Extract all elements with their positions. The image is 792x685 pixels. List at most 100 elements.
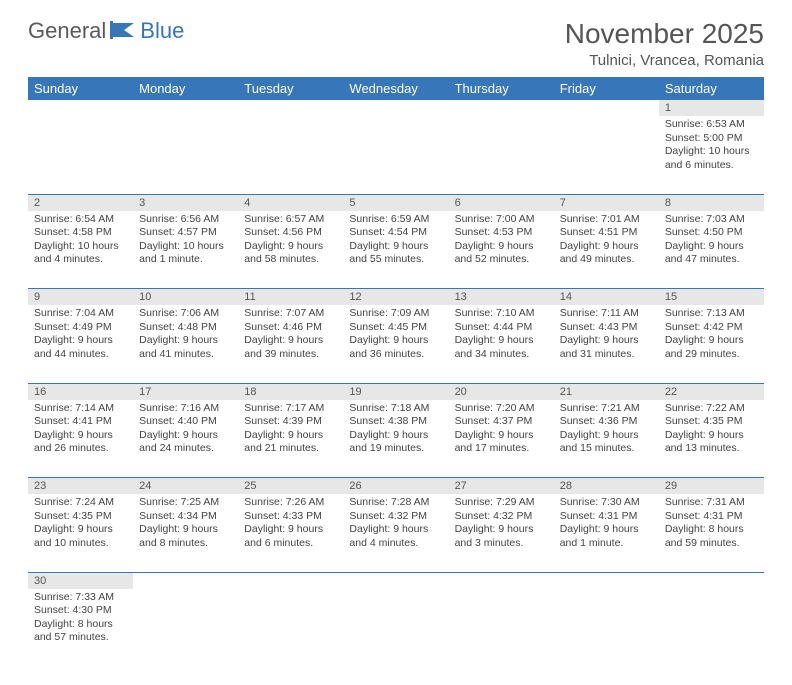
day-number: 7 <box>554 195 659 211</box>
day-line: Sunrise: 7:00 AM <box>455 213 548 227</box>
day-line: Sunrise: 7:07 AM <box>244 307 337 321</box>
day-line: Daylight: 9 hours <box>455 334 548 348</box>
daynum-cell: 28 <box>554 478 659 495</box>
day-line: Sunrise: 7:16 AM <box>139 402 232 416</box>
day-line: Sunset: 4:41 PM <box>34 415 127 429</box>
day-line: and 59 minutes. <box>665 537 758 551</box>
day-cell: Sunrise: 7:10 AMSunset: 4:44 PMDaylight:… <box>449 305 554 383</box>
day-line: Sunrise: 7:03 AM <box>665 213 758 227</box>
day-line: Daylight: 9 hours <box>139 334 232 348</box>
day-cell: Sunrise: 7:11 AMSunset: 4:43 PMDaylight:… <box>554 305 659 383</box>
day-line: and 4 minutes. <box>34 253 127 267</box>
day-line: Sunset: 4:33 PM <box>244 510 337 524</box>
day-number: 4 <box>238 195 343 211</box>
day-line: Sunset: 4:53 PM <box>455 226 548 240</box>
daynum-cell: 22 <box>659 383 764 400</box>
daynum-cell: 18 <box>238 383 343 400</box>
day-number: 2 <box>28 195 133 211</box>
day-info: Sunrise: 7:28 AMSunset: 4:32 PMDaylight:… <box>343 494 448 555</box>
day-cell <box>343 116 448 194</box>
day-line: and 17 minutes. <box>455 442 548 456</box>
day-line: and 10 minutes. <box>34 537 127 551</box>
day-number: 29 <box>659 478 764 494</box>
daynum-cell: 26 <box>343 478 448 495</box>
day-line: Sunrise: 7:10 AM <box>455 307 548 321</box>
day-cell: Sunrise: 6:59 AMSunset: 4:54 PMDaylight:… <box>343 211 448 289</box>
day-line: Sunset: 4:35 PM <box>665 415 758 429</box>
daynum-cell <box>343 572 448 589</box>
day-line: Sunset: 4:31 PM <box>560 510 653 524</box>
day-line: Daylight: 9 hours <box>455 429 548 443</box>
daynum-cell <box>133 100 238 116</box>
day-line: Sunrise: 7:09 AM <box>349 307 442 321</box>
day-header: Thursday <box>449 77 554 100</box>
daynum-row: 9101112131415 <box>28 289 764 306</box>
day-number: 19 <box>343 384 448 400</box>
day-line: Sunrise: 7:11 AM <box>560 307 653 321</box>
brand-logo: General Blue <box>28 18 184 44</box>
day-line: Sunset: 4:46 PM <box>244 321 337 335</box>
day-cell: Sunrise: 7:18 AMSunset: 4:38 PMDaylight:… <box>343 400 448 478</box>
daynum-cell: 14 <box>554 289 659 306</box>
day-number: 27 <box>449 478 554 494</box>
day-info: Sunrise: 7:07 AMSunset: 4:46 PMDaylight:… <box>238 305 343 366</box>
day-line: Sunset: 4:40 PM <box>139 415 232 429</box>
day-line: and 24 minutes. <box>139 442 232 456</box>
day-line: Daylight: 9 hours <box>34 429 127 443</box>
day-line: Sunset: 4:51 PM <box>560 226 653 240</box>
daynum-cell: 23 <box>28 478 133 495</box>
day-info: Sunrise: 6:59 AMSunset: 4:54 PMDaylight:… <box>343 211 448 272</box>
day-line: Daylight: 9 hours <box>455 523 548 537</box>
day-line: and 21 minutes. <box>244 442 337 456</box>
day-cell: Sunrise: 7:00 AMSunset: 4:53 PMDaylight:… <box>449 211 554 289</box>
day-line: Daylight: 9 hours <box>34 523 127 537</box>
daynum-cell: 16 <box>28 383 133 400</box>
daynum-cell <box>554 100 659 116</box>
daynum-cell: 10 <box>133 289 238 306</box>
day-cell: Sunrise: 6:53 AMSunset: 5:00 PMDaylight:… <box>659 116 764 194</box>
day-info: Sunrise: 7:18 AMSunset: 4:38 PMDaylight:… <box>343 400 448 461</box>
day-info: Sunrise: 7:00 AMSunset: 4:53 PMDaylight:… <box>449 211 554 272</box>
daynum-row: 23242526272829 <box>28 478 764 495</box>
day-line: and 13 minutes. <box>665 442 758 456</box>
day-cell: Sunrise: 7:28 AMSunset: 4:32 PMDaylight:… <box>343 494 448 572</box>
daynum-cell: 17 <box>133 383 238 400</box>
daynum-cell: 8 <box>659 194 764 211</box>
day-line: and 19 minutes. <box>349 442 442 456</box>
daynum-cell <box>659 572 764 589</box>
day-header: Monday <box>133 77 238 100</box>
day-info: Sunrise: 7:06 AMSunset: 4:48 PMDaylight:… <box>133 305 238 366</box>
day-line: Sunset: 4:42 PM <box>665 321 758 335</box>
day-cell <box>554 116 659 194</box>
day-line: Sunset: 4:34 PM <box>139 510 232 524</box>
day-line: Sunset: 5:00 PM <box>665 132 758 146</box>
day-line: Sunrise: 7:01 AM <box>560 213 653 227</box>
day-line: Sunrise: 6:57 AM <box>244 213 337 227</box>
day-line: Sunset: 4:56 PM <box>244 226 337 240</box>
day-line: Sunrise: 7:28 AM <box>349 496 442 510</box>
day-cell <box>449 589 554 667</box>
day-number: 16 <box>28 384 133 400</box>
week-row: Sunrise: 7:33 AMSunset: 4:30 PMDaylight:… <box>28 589 764 667</box>
day-header: Tuesday <box>238 77 343 100</box>
day-cell <box>238 116 343 194</box>
day-header-row: Sunday Monday Tuesday Wednesday Thursday… <box>28 77 764 100</box>
daynum-cell: 25 <box>238 478 343 495</box>
day-line: Daylight: 9 hours <box>34 334 127 348</box>
header: General Blue November 2025 Tulnici, Vran… <box>28 18 764 69</box>
day-line: Daylight: 9 hours <box>560 334 653 348</box>
daynum-cell: 11 <box>238 289 343 306</box>
daynum-cell: 1 <box>659 100 764 116</box>
daynum-cell: 15 <box>659 289 764 306</box>
day-info: Sunrise: 7:22 AMSunset: 4:35 PMDaylight:… <box>659 400 764 461</box>
day-line: Sunset: 4:31 PM <box>665 510 758 524</box>
daynum-cell <box>238 572 343 589</box>
day-info: Sunrise: 7:29 AMSunset: 4:32 PMDaylight:… <box>449 494 554 555</box>
daynum-row: 1 <box>28 100 764 116</box>
daynum-row: 30 <box>28 572 764 589</box>
day-number: 5 <box>343 195 448 211</box>
daynum-cell <box>238 100 343 116</box>
day-info: Sunrise: 7:03 AMSunset: 4:50 PMDaylight:… <box>659 211 764 272</box>
day-line: Sunrise: 6:54 AM <box>34 213 127 227</box>
week-row: Sunrise: 6:54 AMSunset: 4:58 PMDaylight:… <box>28 211 764 289</box>
